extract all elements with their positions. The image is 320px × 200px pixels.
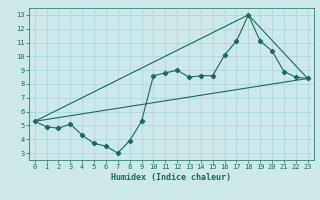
X-axis label: Humidex (Indice chaleur): Humidex (Indice chaleur) [111, 173, 231, 182]
